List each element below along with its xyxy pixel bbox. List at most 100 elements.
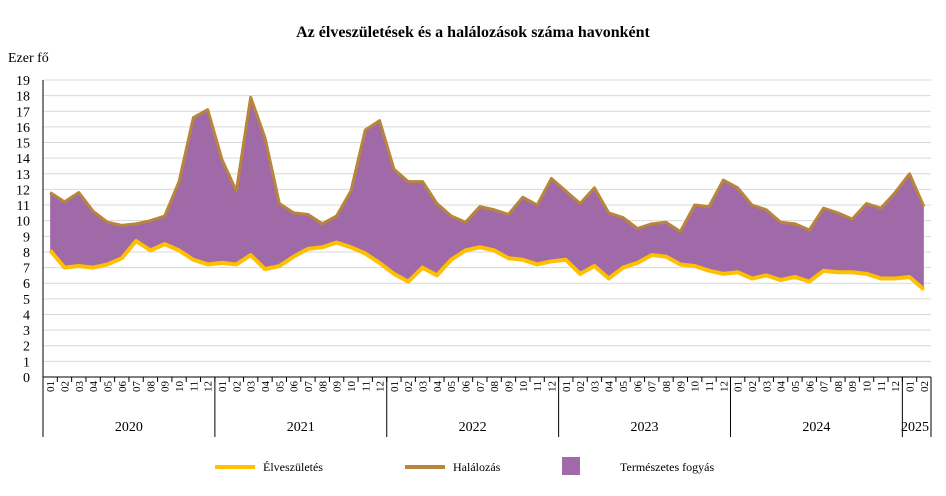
x-tick-label: 09 — [160, 381, 172, 393]
year-label: 2020 — [115, 420, 143, 435]
x-tick-label: 09 — [675, 381, 687, 393]
x-tick-label: 04 — [776, 381, 788, 393]
legend-natural-decrease-swatch — [562, 457, 580, 475]
x-tick-label: 04 — [604, 381, 616, 393]
legend-deaths-label: Halálozás — [453, 460, 501, 474]
x-tick-label: 08 — [833, 381, 845, 393]
chart-title: Az élveszületések és a halálozások száma… — [296, 24, 650, 41]
x-tick-label: 04 — [260, 381, 272, 393]
deaths-series-line — [49, 95, 926, 234]
x-tick-label: 05 — [446, 381, 458, 393]
y-tick-label: 6 — [23, 277, 30, 292]
x-tick-label: 01 — [561, 381, 573, 392]
legend: Élveszületés Halálozás Természetes fogyá… — [215, 457, 714, 475]
x-tick-label: 03 — [74, 381, 86, 393]
y-tick-label: 19 — [16, 74, 30, 89]
y-tick-label: 18 — [16, 90, 30, 105]
y-tick-label: 5 — [23, 293, 30, 308]
x-tick-label: 01 — [905, 381, 917, 392]
x-tick-label: 08 — [489, 381, 501, 393]
y-tick-label: 17 — [16, 105, 30, 120]
x-tick-label: 04 — [432, 381, 444, 393]
y-tick-label: 2 — [23, 340, 30, 355]
x-tick-label: 08 — [661, 381, 673, 393]
y-tick-label: 0 — [23, 371, 30, 386]
x-tick-label: 06 — [117, 381, 129, 393]
x-tick-label: 11 — [876, 381, 888, 392]
x-tick-label: 07 — [303, 381, 315, 393]
x-tick-label: 01 — [733, 381, 745, 392]
x-tick-label: 02 — [747, 381, 759, 392]
y-tick-label: 9 — [23, 230, 30, 245]
y-tick-label: 1 — [23, 355, 30, 370]
x-tick-label: 06 — [804, 381, 816, 393]
x-tick-label: 10 — [862, 381, 874, 393]
x-tick-label: 03 — [761, 381, 773, 393]
y-tick-label: 12 — [16, 183, 30, 198]
x-tick-label: 09 — [503, 381, 515, 393]
x-tick-label: 12 — [203, 381, 215, 392]
year-label: 2021 — [287, 420, 315, 435]
year-label: 2025 — [901, 420, 929, 435]
x-tick-label: 08 — [145, 381, 157, 393]
x-tick-label: 10 — [690, 381, 702, 393]
x-tick-label: 06 — [461, 381, 473, 393]
x-tick-label: 04 — [88, 381, 100, 393]
x-tick-label: 06 — [289, 381, 301, 393]
year-label: 2024 — [802, 420, 830, 435]
x-tick-label: 05 — [102, 381, 114, 393]
x-tick-label: 03 — [418, 381, 430, 393]
x-tick-label: 01 — [389, 381, 401, 392]
y-axis-unit-label: Ezer fő — [8, 51, 49, 66]
x-tick-label: 01 — [217, 381, 229, 392]
y-tick-label: 13 — [16, 168, 30, 183]
y-tick-label: 7 — [23, 262, 30, 277]
x-tick-label: 07 — [819, 381, 831, 393]
y-tick-label: 11 — [17, 199, 30, 214]
x-axis: 01 02 03 04 05 06 07 08 09 10 11 12 01 02 03 04 05 06 07 08… — [42, 376, 932, 437]
x-tick-label: 02 — [231, 381, 243, 392]
year-label: 2023 — [631, 420, 659, 435]
x-tick-label: 10 — [518, 381, 530, 393]
y-tick-label: 3 — [23, 324, 30, 339]
x-tick-label: 11 — [188, 381, 200, 392]
y-tick-label: 4 — [23, 308, 30, 323]
legend-natural-decrease-label: Természetes fogyás — [620, 460, 714, 474]
x-tick-label: 02 — [59, 381, 71, 392]
natural-decrease-area — [50, 97, 924, 290]
x-tick-label: 11 — [704, 381, 716, 392]
y-tick-label: 16 — [16, 121, 30, 136]
legend-births-label: Élveszületés — [263, 460, 323, 474]
x-tick-label: 02 — [575, 381, 587, 392]
x-tick-label: 08 — [317, 381, 329, 393]
x-tick-label: 12 — [718, 381, 730, 392]
data-points — [50, 97, 924, 290]
births-series-line — [48, 239, 926, 291]
x-tick-label: 10 — [174, 381, 186, 393]
x-tick-label: 03 — [589, 381, 601, 393]
x-tick-label: 09 — [332, 381, 344, 393]
y-tick-label: 10 — [16, 215, 30, 230]
x-tick-label: 05 — [790, 381, 802, 393]
y-tick-label: 15 — [16, 137, 30, 152]
y-tick-label: 14 — [16, 152, 30, 167]
x-tick-label: 05 — [274, 381, 286, 393]
x-tick-label: 05 — [618, 381, 630, 393]
y-tick-label: 8 — [23, 246, 30, 261]
x-tick-label: 10 — [346, 381, 358, 393]
x-tick-label: 01 — [45, 381, 57, 392]
x-tick-label: 11 — [360, 381, 372, 392]
x-tick-label: 12 — [546, 381, 558, 392]
x-tick-label: 06 — [632, 381, 644, 393]
x-tick-label: 03 — [246, 381, 258, 393]
x-tick-label: 09 — [847, 381, 859, 393]
x-tick-label: 07 — [475, 381, 487, 393]
year-label: 2022 — [459, 420, 487, 435]
x-tick-label: 07 — [131, 381, 143, 393]
x-tick-label: 02 — [403, 381, 415, 392]
x-tick-label: 07 — [647, 381, 659, 393]
x-tick-label: 12 — [890, 381, 902, 392]
x-tick-label: 12 — [375, 381, 387, 392]
